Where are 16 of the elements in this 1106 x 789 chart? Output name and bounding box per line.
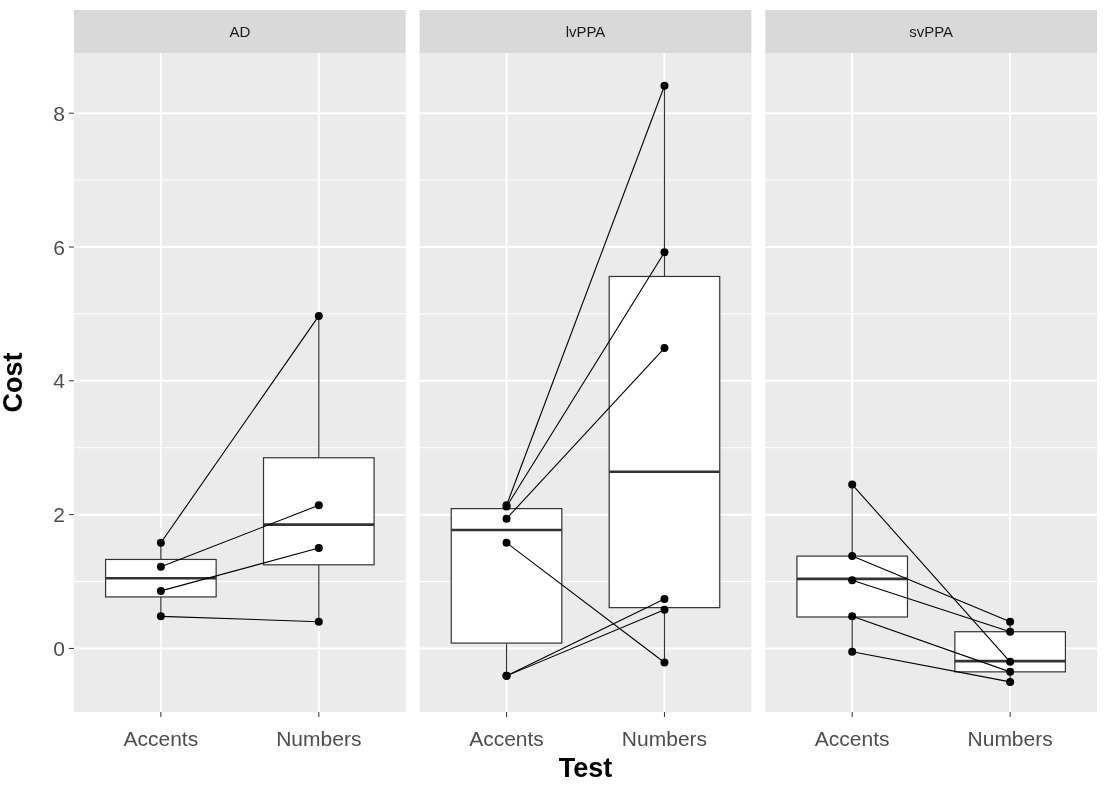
y-tick-label: 6 xyxy=(53,235,65,259)
x-tick-label: Accents xyxy=(814,727,890,750)
chart-title: lvPPA xyxy=(565,23,606,40)
x-tick-label: Numbers xyxy=(967,727,1053,750)
x-tick-label: Numbers xyxy=(621,727,708,750)
y-tick-label: 4 xyxy=(53,369,66,393)
x-tick-label: Accents xyxy=(123,727,199,750)
x-tick-label: Accents xyxy=(469,727,544,750)
chart-title: svPPA xyxy=(909,23,954,40)
y-tick-label: 0 xyxy=(53,636,65,660)
y-tick-label: 8 xyxy=(53,101,65,125)
y-axis-title: Cost xyxy=(0,352,28,413)
y-tick-label: 2 xyxy=(53,503,65,527)
x-axis-title: Test xyxy=(558,753,613,783)
chart-title: AD xyxy=(229,23,251,40)
x-tick-label: Numbers xyxy=(276,727,362,750)
